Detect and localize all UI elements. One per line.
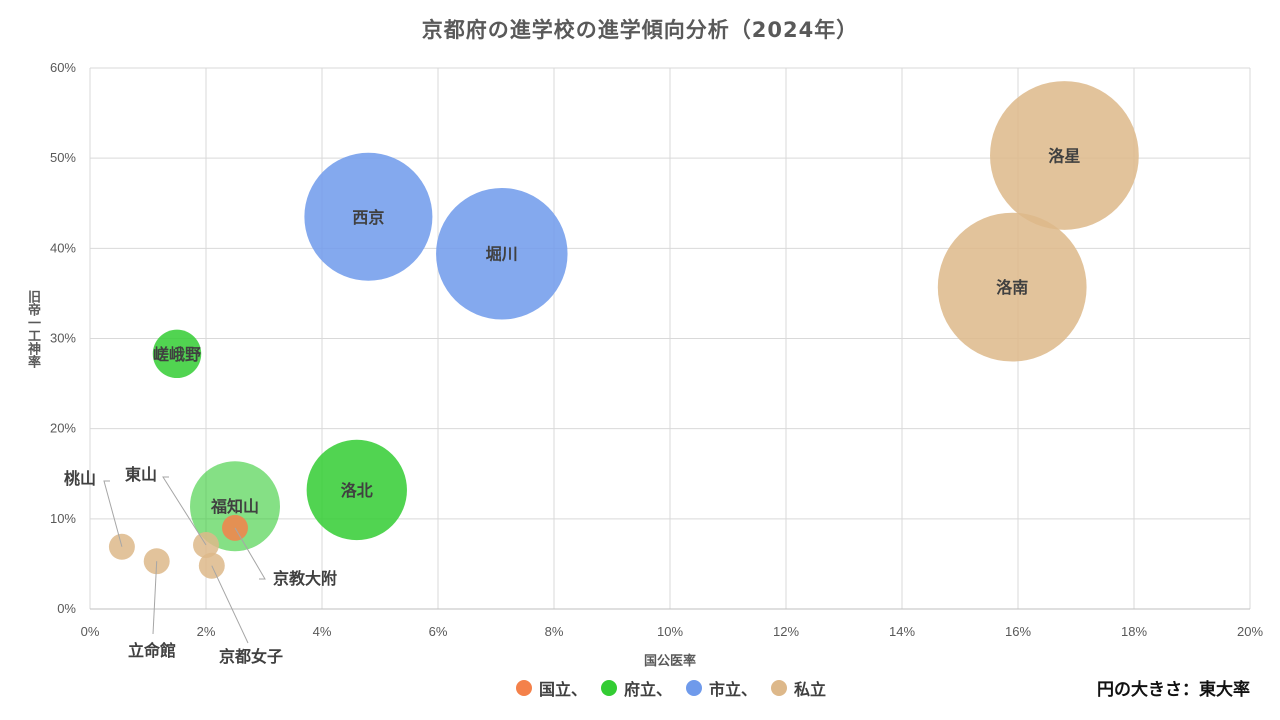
bubble-label-京教大附: 京教大附 <box>273 569 337 588</box>
legend-item-private: 私立 <box>771 676 826 700</box>
legend-swatch <box>600 680 617 696</box>
bubble-嵯峨野 <box>152 329 202 379</box>
bubble-洛南 <box>937 212 1087 362</box>
bubble-堀川 <box>436 188 568 320</box>
leader-line-桃山 <box>103 480 123 547</box>
x-tick-label: 10% <box>657 624 683 639</box>
leader-line-東山 <box>162 476 207 546</box>
legend-swatch <box>686 680 702 696</box>
bubble-label-堀川: 堀川 <box>486 245 518 264</box>
y-tick-label: 10% <box>50 511 76 526</box>
legend-label: 市立、 <box>709 680 758 699</box>
bubble-京都女子 <box>198 552 225 579</box>
x-tick-label: 12% <box>773 624 799 639</box>
legend-label: 私立 <box>794 680 827 699</box>
bubble-label-福知山: 福知山 <box>210 497 259 516</box>
bubble-label-東山: 東山 <box>125 465 157 484</box>
y-tick-label: 40% <box>50 240 76 255</box>
y-tick-label: 60% <box>50 60 76 75</box>
tick-layer: 0% 2% 4% 6% 8% 10% 12% 14% 16% 18% 20% 0% 10% 20% 30% 4… <box>50 60 1263 639</box>
x-tick-label: 6% <box>429 624 448 639</box>
leader-layer <box>103 476 266 644</box>
y-tick-label: 50% <box>50 150 76 165</box>
leader-line-京教大附 <box>234 527 266 580</box>
bubble-layer <box>108 81 1139 579</box>
x-tick-label: 0% <box>81 624 100 639</box>
bubble-桃山 <box>108 533 135 560</box>
y-tick-label: 20% <box>50 421 76 436</box>
x-axis-label: 国公医率 <box>643 654 696 669</box>
legend-item-prefectural: 府立、 <box>600 676 672 700</box>
bubble-福知山 <box>190 461 280 552</box>
legend-swatch <box>771 680 788 696</box>
bubble-label-西京: 西京 <box>352 208 384 227</box>
chart-title: 京都府の進学校の進学傾向分析（2024年） <box>421 18 859 42</box>
bubble-size-note: 円の大きさ：東大率 <box>1097 680 1250 700</box>
bubble-label-京都女子: 京都女子 <box>219 647 283 666</box>
legend-item-municipal: 市立、 <box>686 676 757 700</box>
bubble-洛北 <box>306 439 407 541</box>
bubble-label-嵯峨野: 嵯峨野 <box>153 345 201 364</box>
x-tick-label: 18% <box>1121 624 1147 639</box>
legend-item-national: 国立、 <box>515 676 587 700</box>
x-tick-label: 14% <box>889 624 915 639</box>
legend-swatch <box>515 680 532 696</box>
x-tick-label: 4% <box>313 624 332 639</box>
x-tick-label: 16% <box>1005 624 1031 639</box>
bubble-label-桃山: 桃山 <box>64 469 96 488</box>
legend: 国立、 府立、 市立、 私立 <box>0 676 1280 700</box>
bubble-label-洛北: 洛北 <box>341 481 373 500</box>
y-tick-label: 30% <box>50 331 76 346</box>
x-tick-label: 2% <box>197 624 216 639</box>
bubble-洛星 <box>990 81 1139 230</box>
legend-label: 府立、 <box>623 680 672 699</box>
bubble-西京 <box>304 152 433 281</box>
bubble-label-立命館: 立命館 <box>128 641 176 660</box>
x-tick-label: 20% <box>1237 624 1263 639</box>
bubble-label-洛南: 洛南 <box>996 278 1028 297</box>
y-axis-label: 旧帝一工神率 <box>25 290 40 368</box>
x-tick-label: 8% <box>545 624 564 639</box>
leader-line-立命館 <box>152 561 158 635</box>
bubble-label-洛星: 洛星 <box>1048 146 1080 165</box>
y-tick-label: 0% <box>57 601 76 616</box>
legend-label: 国立、 <box>538 680 587 699</box>
leader-line-京都女子 <box>211 565 249 644</box>
